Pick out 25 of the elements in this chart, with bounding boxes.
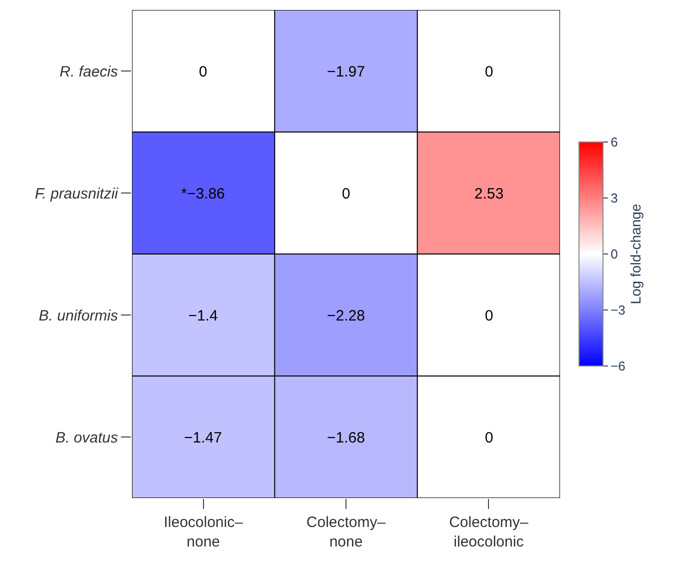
data-label: 0: [484, 63, 494, 80]
color-bar-title: Log fold-change: [627, 204, 644, 304]
color-bar-label: 3: [610, 190, 618, 206]
y-tick-label: B. ovatus: [55, 429, 118, 446]
color-bar-label: 6: [610, 134, 618, 150]
x-tick-label: Ileocolonic– none: [164, 514, 244, 550]
data-label: −1.4: [188, 307, 218, 324]
data-label: −1.47: [184, 429, 222, 446]
data-label: *−3.86: [181, 185, 225, 202]
color-bar-label: 0: [610, 246, 618, 262]
data-label: 0: [484, 307, 494, 324]
y-tick-label: R. faecis: [60, 63, 118, 80]
x-tick-label: Colectomy– ileocolonic: [449, 514, 529, 550]
data-label: −2.28: [327, 307, 365, 324]
x-tick-label: Colectomy– none: [306, 514, 386, 550]
y-tick-label: B. uniformis: [38, 307, 118, 324]
data-label: −1.97: [327, 63, 365, 80]
data-label: 2.53: [474, 185, 504, 202]
data-label: 0: [484, 429, 494, 446]
data-label: 0: [198, 63, 208, 80]
color-bar-label: −6: [610, 358, 626, 374]
y-tick-label: F. prausnitzii: [34, 185, 119, 202]
data-label: 0: [342, 185, 350, 202]
data-label: −1.68: [327, 429, 365, 446]
color-bar-label: −3: [610, 302, 626, 318]
